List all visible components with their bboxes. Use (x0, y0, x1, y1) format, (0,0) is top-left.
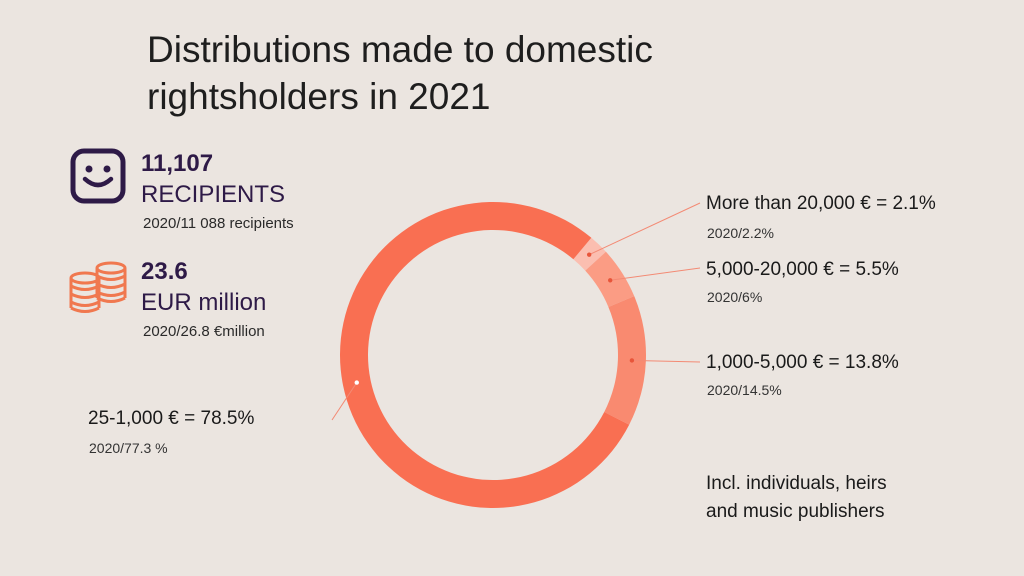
footnote: Incl. individuals, heirs and music publi… (706, 470, 887, 526)
title-line-1: Distributions made to domestic (147, 29, 653, 70)
leader-line (331, 382, 358, 421)
money-previous: 2020/26.8 €million (143, 323, 265, 340)
smiley-face-icon (70, 148, 126, 204)
segment-previous-over-20000: 2020/2.2% (707, 225, 774, 241)
footnote-line-1: Incl. individuals, heirs (706, 473, 887, 494)
leader-dot (586, 252, 592, 257)
segment-label-25-1000: 25-1,000 € = 78.5% (88, 408, 255, 429)
money-unit: EUR million (141, 289, 267, 316)
segment-previous-25-1000: 2020/77.3 % (89, 440, 168, 456)
segment-label-over-20000: More than 20,000 € = 2.1% (706, 193, 936, 214)
segment-previous-1000-5000: 2020/14.5% (707, 382, 782, 398)
leader-dot (354, 380, 359, 385)
donut-segment-1000-5000 (604, 296, 646, 425)
leader-line (588, 202, 701, 256)
segment-previous-5000-20000: 2020/6% (707, 289, 763, 305)
leader-dot (608, 278, 613, 283)
chart-title: Distributions made to domestic rightshol… (147, 26, 653, 120)
money-amount: 23.6 (141, 258, 188, 285)
recipients-unit: RECIPIENTS (141, 181, 286, 208)
segment-label-1000-5000: 1,000-5,000 € = 13.8% (706, 352, 899, 373)
leader-line (610, 267, 701, 281)
leader-dot (629, 358, 635, 363)
coin-stack-icon (69, 261, 127, 313)
segment-label-5000-20000: 5,000-20,000 € = 5.5% (706, 259, 899, 280)
footnote-line-2: and music publishers (706, 501, 885, 522)
leader-line (631, 359, 701, 363)
recipients-count: 11,107 (141, 150, 214, 177)
recipients-previous: 2020/11 088 recipients (143, 215, 294, 232)
title-line-2: rightsholders in 2021 (147, 76, 491, 117)
